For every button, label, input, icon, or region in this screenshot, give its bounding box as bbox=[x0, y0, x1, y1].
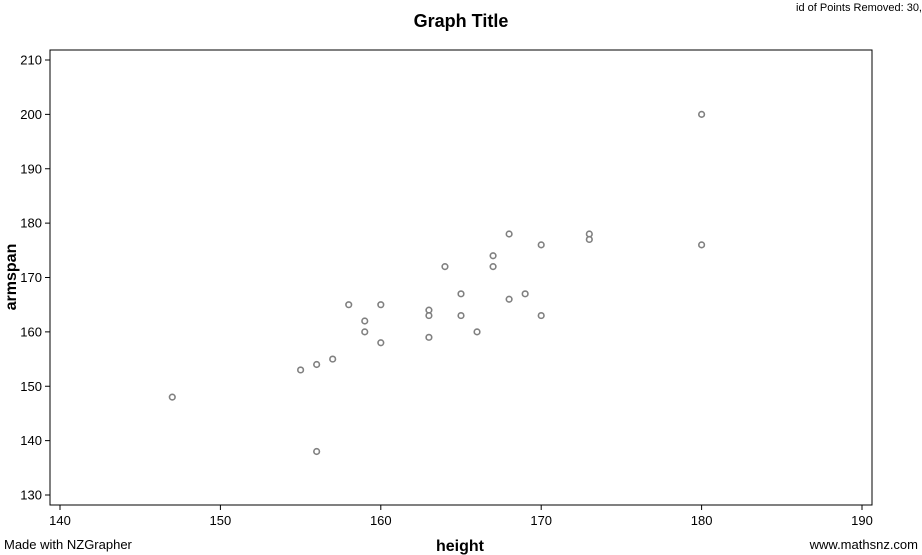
y-axis: 130 140 150 160 170 180 190 200 210 bbox=[20, 53, 50, 503]
y-axis-label: armspan bbox=[3, 244, 20, 311]
scatter-point bbox=[585, 235, 593, 244]
y-tick-label: 130 bbox=[20, 488, 42, 503]
x-axis-label: height bbox=[436, 538, 485, 555]
scatter-point bbox=[441, 263, 449, 271]
scatter-point bbox=[537, 241, 545, 249]
y-tick-label: 210 bbox=[20, 53, 42, 68]
y-tick-label: 190 bbox=[20, 161, 42, 176]
scatter-point bbox=[361, 328, 369, 336]
y-tick-label: 200 bbox=[20, 107, 42, 122]
scatter-point bbox=[425, 311, 433, 320]
y-tick-label: 160 bbox=[20, 324, 42, 339]
x-tick-label: 180 bbox=[691, 513, 713, 528]
plot-area-frame bbox=[49, 49, 873, 506]
data-points bbox=[168, 110, 706, 456]
scatter-point bbox=[457, 311, 465, 320]
scatter-point bbox=[313, 447, 321, 456]
x-tick-label: 150 bbox=[210, 513, 232, 528]
x-tick-label: 170 bbox=[530, 513, 552, 528]
scatter-point bbox=[697, 110, 706, 118]
scatter-point bbox=[489, 263, 497, 271]
footer-credit: Made with NZGrapher bbox=[4, 537, 132, 552]
scatter-point bbox=[168, 393, 176, 401]
scatter-point bbox=[505, 230, 513, 238]
y-tick-label: 150 bbox=[20, 379, 42, 394]
scatter-point bbox=[377, 301, 385, 309]
x-tick-label: 190 bbox=[851, 513, 873, 528]
scatter-point bbox=[297, 366, 305, 374]
scatter-point bbox=[473, 328, 481, 336]
y-tick-label: 140 bbox=[20, 433, 42, 448]
scatter-point bbox=[697, 241, 706, 249]
footer-website: www.mathsnz.com bbox=[809, 537, 918, 552]
chart-title: Graph Title bbox=[413, 11, 509, 31]
scatter-point bbox=[489, 252, 497, 260]
scatter-point bbox=[521, 290, 529, 298]
points-removed-note: id of Points Removed: 30, bbox=[796, 2, 922, 14]
scatter-point bbox=[457, 290, 465, 298]
scatter-point bbox=[361, 317, 369, 325]
y-tick-label: 170 bbox=[20, 270, 42, 285]
x-tick-label: 140 bbox=[49, 513, 71, 528]
y-tick-label: 180 bbox=[20, 216, 42, 231]
x-axis: 140 150 160 170 180 190 bbox=[49, 505, 873, 528]
scatter-point bbox=[505, 295, 513, 303]
scatter-point bbox=[329, 355, 337, 363]
x-tick-label: 160 bbox=[370, 513, 392, 528]
scatter-point bbox=[537, 311, 545, 320]
scatter-point bbox=[313, 360, 321, 369]
scatter-point bbox=[345, 301, 353, 309]
scatter-point bbox=[377, 339, 385, 347]
scatter-point bbox=[425, 333, 433, 341]
